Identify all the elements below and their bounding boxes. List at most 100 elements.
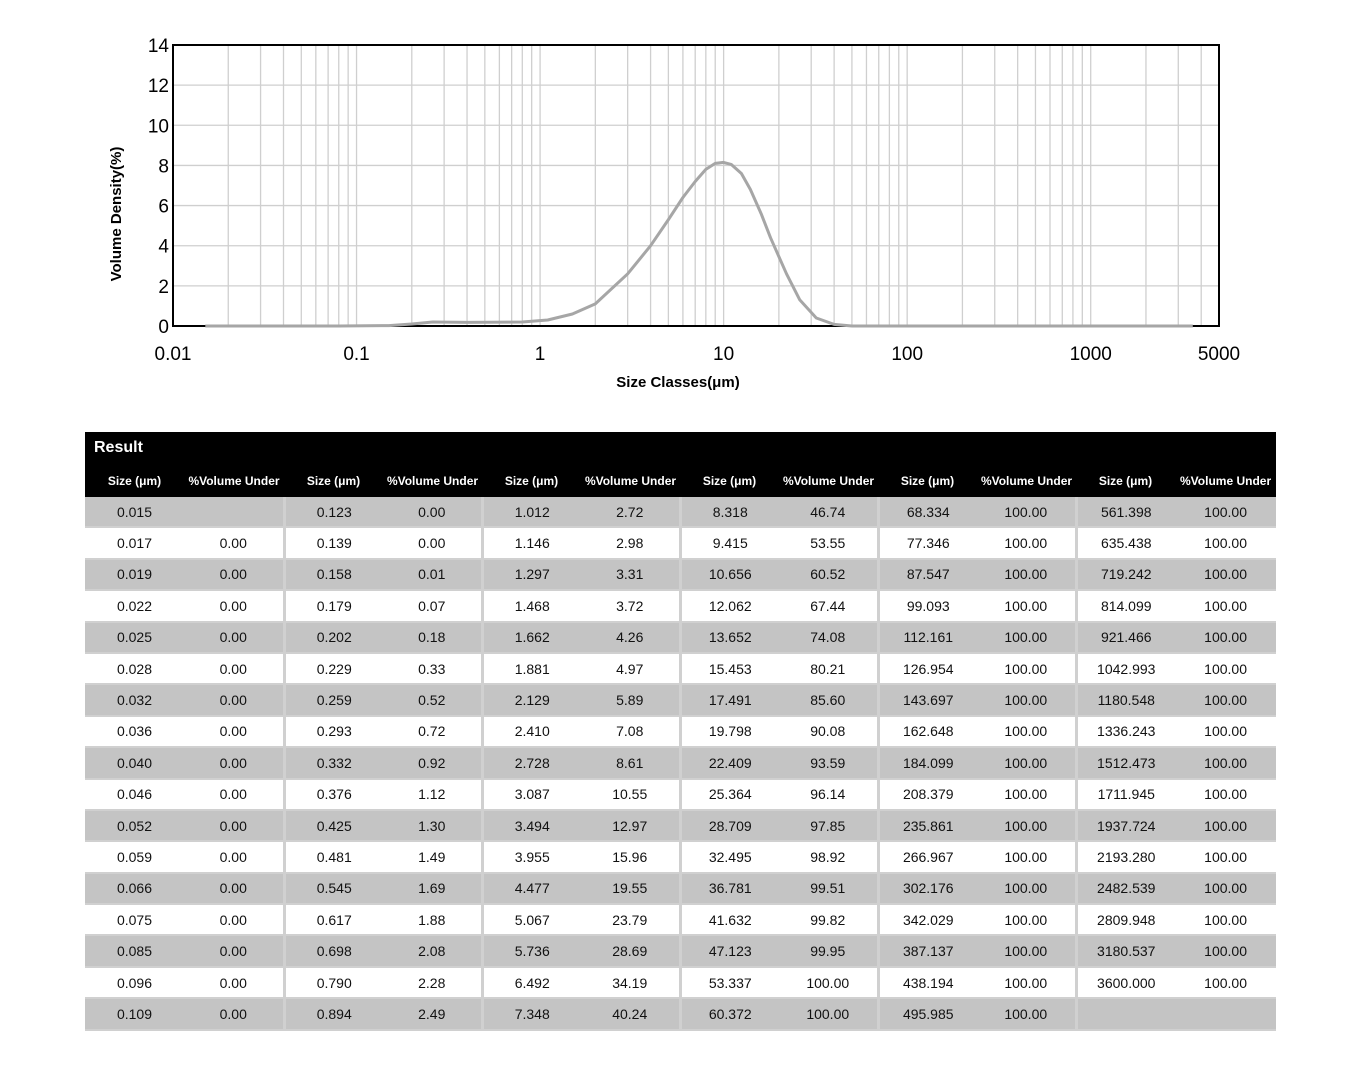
size-cell: 9.415	[678, 527, 779, 560]
volume-under-cell: 2.72	[581, 497, 680, 529]
size-cell: 0.085	[85, 935, 184, 968]
volume-under-cell: 46.74	[779, 497, 878, 529]
volume-under-cell: 100.00	[1175, 966, 1277, 1000]
volume-under-cell: 100.00	[977, 966, 1076, 1000]
size-cell: 342.029	[876, 904, 977, 937]
table-row: 0.015 0.123 0.00 1.012 2.72 8.318 46.74 68.334 1…	[85, 497, 1277, 529]
size-cell: 1512.473	[1074, 747, 1175, 780]
x-axis-title: Size Classes(μm)	[616, 374, 739, 391]
size-cell: 0.376	[282, 778, 383, 811]
series-line	[205, 160, 1193, 328]
size-cell: 22.409	[678, 747, 779, 780]
y-tick-label: 2	[158, 277, 169, 298]
size-cell: 184.099	[876, 747, 977, 780]
x-tick-label: 10	[713, 344, 734, 365]
size-cell: 0.022	[85, 590, 184, 623]
size-cell: 0.040	[85, 747, 184, 780]
size-cell: 1.297	[480, 558, 581, 592]
size-cell: 25.364	[678, 778, 779, 811]
size-cell: 5.067	[480, 904, 581, 937]
size-cell: 1.881	[480, 652, 581, 686]
size-cell: 36.781	[678, 872, 779, 906]
volume-under-cell: 1.30	[383, 809, 482, 843]
volume-under-cell: 1.88	[383, 904, 482, 937]
size-cell: 3.955	[480, 841, 581, 874]
size-cell: 561.398	[1074, 497, 1175, 529]
size-cell: 126.954	[876, 652, 977, 686]
size-cell: 814.099	[1074, 590, 1175, 623]
size-cell: 53.337	[678, 966, 779, 1000]
table-row: 0.040 0.00 0.332 0.92 2.728 8.61 22.409 93.59 18…	[85, 747, 1277, 780]
size-cell: 13.652	[678, 621, 779, 654]
volume-under-cell: 99.95	[779, 935, 878, 968]
volume-under-header-5: %Volume Under	[977, 464, 1076, 497]
volume-under-cell: 1.69	[383, 872, 482, 906]
size-cell: 0.481	[282, 841, 383, 874]
volume-under-cell: 0.00	[184, 715, 284, 749]
volume-under-cell: 100.00	[779, 998, 878, 1031]
size-cell: 0.698	[282, 935, 383, 968]
x-tick-labels: 0.01 0.1 1 10 100 1000 5000	[155, 344, 1241, 365]
size-cell: 2193.280	[1074, 841, 1175, 874]
x-tick-label: 1000	[1070, 344, 1112, 365]
volume-under-header-1: %Volume Under	[184, 464, 284, 497]
volume-under-cell: 5.89	[581, 684, 680, 717]
size-cell: 60.372	[678, 998, 779, 1031]
size-cell: 2.728	[480, 747, 581, 780]
size-cell: 1042.993	[1074, 652, 1175, 686]
volume-under-cell: 100.00	[1175, 778, 1277, 811]
chart-grid	[173, 45, 1219, 326]
volume-under-cell: 0.00	[184, 841, 284, 874]
size-cell: 12.062	[678, 590, 779, 623]
size-cell: 0.015	[85, 497, 184, 529]
size-cell: 2.410	[480, 715, 581, 749]
table-title: Result	[85, 432, 1277, 464]
size-cell: 0.059	[85, 841, 184, 874]
volume-under-cell: 0.72	[383, 715, 482, 749]
volume-under-cell: 100.00	[977, 590, 1076, 623]
volume-under-cell: 100.00	[977, 998, 1076, 1031]
size-cell: 77.346	[876, 527, 977, 560]
volume-under-cell: 0.00	[383, 527, 482, 560]
volume-under-cell: 100.00	[1175, 621, 1277, 654]
size-cell: 387.137	[876, 935, 977, 968]
volume-under-cell: 100.00	[977, 558, 1076, 592]
size-cell: 0.229	[282, 652, 383, 686]
table-row: 0.052 0.00 0.425 1.30 3.494 12.97 28.709 97.85 2…	[85, 809, 1277, 843]
volume-under-cell: 2.28	[383, 966, 482, 1000]
volume-under-cell: 34.19	[581, 966, 680, 1000]
volume-under-header-4: %Volume Under	[779, 464, 878, 497]
size-cell: 162.648	[876, 715, 977, 749]
volume-under-cell	[184, 497, 284, 529]
size-cell: 0.075	[85, 904, 184, 937]
volume-under-cell: 0.01	[383, 558, 482, 592]
table-row: 0.028 0.00 0.229 0.33 1.881 4.97 15.453 80.21 12…	[85, 652, 1277, 686]
size-cell: 0.123	[282, 497, 383, 529]
volume-under-cell: 0.00	[184, 747, 284, 780]
size-cell: 2.129	[480, 684, 581, 717]
volume-under-cell: 2.08	[383, 935, 482, 968]
plot-frame	[172, 44, 1220, 327]
volume-under-cell: 80.21	[779, 652, 878, 686]
size-cell: 143.697	[876, 684, 977, 717]
size-header-1: Size (μm)	[85, 464, 184, 497]
size-cell: 3180.537	[1074, 935, 1175, 968]
size-cell: 0.019	[85, 558, 184, 592]
volume-under-cell: 100.00	[977, 527, 1076, 560]
volume-under-cell: 12.97	[581, 809, 680, 843]
volume-density-chart: 0.01 0.1 1 10 100 1000 5000 0 2 4 6 8 10 12 14 Size C…	[108, 36, 1241, 391]
volume-under-cell: 4.97	[581, 652, 680, 686]
volume-under-cell: 0.07	[383, 590, 482, 623]
volume-under-cell: 4.26	[581, 621, 680, 654]
size-cell: 15.453	[678, 652, 779, 686]
size-cell: 0.202	[282, 621, 383, 654]
size-cell: 719.242	[1074, 558, 1175, 592]
size-cell: 0.617	[282, 904, 383, 937]
volume-under-cell: 100.00	[1175, 747, 1277, 780]
table-row: 0.032 0.00 0.259 0.52 2.129 5.89 17.491 85.60 14…	[85, 684, 1277, 717]
size-cell: 0.545	[282, 872, 383, 906]
size-cell: 2482.539	[1074, 872, 1175, 906]
volume-under-cell: 0.00	[184, 558, 284, 592]
x-tick-label: 5000	[1198, 344, 1240, 365]
volume-under-cell: 100.00	[1175, 527, 1277, 560]
